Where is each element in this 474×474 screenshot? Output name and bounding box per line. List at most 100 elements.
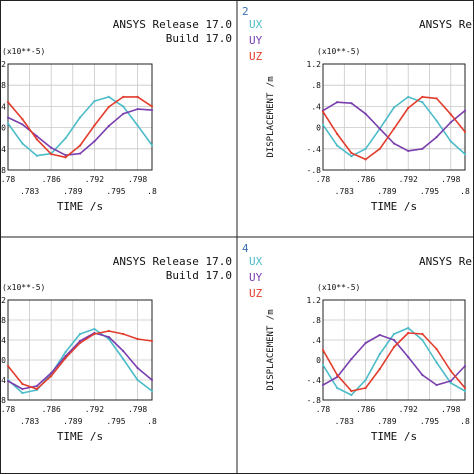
panel-2-xtick-label: .789: [377, 187, 396, 196]
panel-1-xtick-label: .798: [128, 175, 147, 184]
panel-3-series-ux-point: [150, 389, 154, 393]
panel-1-series-uy-point: [50, 146, 53, 149]
panel-3-series-uy-point: [136, 366, 139, 370]
panel-3-series-uy-point: [50, 371, 53, 375]
panel-4-xtick-label: .789: [377, 417, 396, 426]
panel-3-ytick-label: .8: [0, 316, 6, 325]
panel-1-series-ux-point: [107, 95, 110, 98]
panel-2-series-uz-point: [350, 151, 353, 155]
panel-2-series-uy-point: [435, 136, 438, 139]
panel-2-series-ux-point: [449, 140, 452, 143]
panel-2-series-ux-point: [421, 101, 424, 104]
panel-2-xtick-label: .795: [420, 187, 439, 196]
panel-3-series-uz-point: [78, 341, 82, 345]
panel-1-series-ux-point: [122, 105, 125, 108]
panel-3-ytick-label: -.4: [0, 376, 6, 385]
panel-1-xtick-label: .786: [42, 175, 61, 184]
panel-4-xtick-label: .78: [316, 405, 331, 414]
panel-4-series-ux-point: [435, 361, 438, 364]
panel-2-xtick-label: .78: [316, 175, 331, 184]
panel-4-series-ux-point: [378, 352, 381, 356]
panel-4-series-uy-point: [449, 379, 452, 383]
panel-2-xtick-label: .8: [460, 187, 470, 196]
panel-2-ytick-label: 0: [316, 124, 321, 133]
panel-2-series-uz-point: [321, 110, 325, 113]
panel-1-series-uz-point: [78, 144, 82, 147]
panel-4-series-uy-point: [435, 383, 438, 387]
panel-1-series-uz-point: [136, 95, 139, 98]
panel-4-xtick-label: .795: [420, 417, 439, 426]
panel-3-series-uz-point: [35, 387, 38, 391]
panel-2-ytick-label: -.8: [307, 166, 322, 175]
panel-4-series-uz-point: [449, 369, 452, 373]
panel-2-number: 2: [242, 5, 249, 18]
panel-4-series-ux-point: [449, 381, 452, 385]
panel-3-xtick-label: .78: [1, 405, 16, 414]
panel-3-series-uz-point: [64, 356, 67, 360]
panel-3-scale-label: (x10**-5): [2, 283, 45, 292]
panel-2-series-uy-point: [378, 127, 381, 130]
panel-2-ytick-label: 1.2: [307, 60, 322, 69]
panel-4-series-uz-point: [336, 373, 339, 377]
panel-4-series-ux-point: [350, 393, 353, 397]
panel-2-series-uy-point: [449, 121, 452, 124]
panel-4-series-uz-point: [392, 345, 396, 349]
panel-3-series-uy-point: [150, 378, 154, 382]
panel-4-series-uy-point: [364, 341, 367, 345]
panel-3-series-uz-point: [107, 329, 110, 333]
panel-4-series-uy-point: [421, 373, 424, 377]
panel-3-xtick-label: .789: [63, 417, 82, 426]
panel-2-legend-ux: UX: [249, 18, 263, 31]
panel-2-ytick-label: -.4: [307, 145, 322, 154]
panel-1-ytick-label: .4: [0, 102, 6, 111]
panel-3-series-uy-point: [21, 387, 24, 391]
panel-4-ytick-label: -.8: [307, 396, 322, 405]
panel-3-series-ux-point: [136, 378, 139, 382]
panel-4-ytick-label: -.4: [307, 376, 322, 385]
panel-1-xtick-label: .789: [63, 187, 82, 196]
panel-4-series-ux-point: [421, 338, 424, 342]
panel-1-series-ux-point: [21, 142, 24, 145]
panel-2-series-uy-point: [364, 112, 367, 115]
panel-4-series-uz-point: [378, 367, 381, 371]
panel-4-series-uz-point: [364, 386, 367, 390]
panel-4-series-uy-point: [392, 338, 396, 342]
panel-3-series-uz-point: [122, 332, 125, 336]
panel-3-xlabel: TIME /s: [57, 430, 103, 443]
panel-1-series-ux-point: [93, 100, 96, 103]
panel-3-series-ux-point: [122, 357, 125, 361]
panel-2-series-ux-point: [392, 106, 396, 109]
panel-3-series-ux-point: [21, 391, 24, 395]
panel-2-series-ux-point: [463, 153, 467, 156]
panel-2-xtick-label: .798: [441, 175, 460, 184]
panel-4-series-ux-point: [321, 363, 325, 367]
panel-1-series-uz-point: [122, 95, 125, 98]
panel-3-ytick-label: 0: [1, 356, 6, 365]
panel-2-series-uz-point: [364, 158, 367, 161]
panel-1-ytick-label: -.4: [0, 145, 6, 154]
panel-1-ytick-label: 1.2: [0, 60, 6, 69]
panel-4-series-uz-point: [321, 348, 325, 352]
panel-1-series-uy-point: [21, 123, 24, 126]
panel-1-ytick-label: .8: [0, 81, 6, 90]
panel-4-series-uz-point: [421, 332, 424, 336]
panel-2-xtick-label: .786: [356, 175, 375, 184]
panel-1-series-ux-point: [6, 122, 10, 125]
panel-4-series-uy-point: [407, 355, 410, 359]
panel-3-series-uz-point: [150, 339, 154, 343]
panel-3-xtick-label: .795: [106, 417, 125, 426]
panel-3-series-uy-point: [6, 379, 10, 383]
panel-4-series-uy-point: [350, 357, 353, 361]
panel-3-series-uz-point: [21, 382, 24, 386]
panel-4-release-label: ANSYS Rel: [419, 255, 474, 268]
panel-2-series-uz-point: [449, 113, 452, 116]
panel-4-series-uy-point: [463, 364, 467, 368]
panel-2-series-uz-point: [336, 132, 339, 136]
panel-3-plot-frame: [7, 299, 153, 401]
panel-1-series-uz-point: [107, 105, 110, 109]
panel-4-xlabel: TIME /s: [371, 430, 417, 443]
panel-2-series-uz-point: [421, 95, 424, 98]
panel-4-xtick-label: .8: [460, 417, 470, 426]
panel-1-series-uy-point: [136, 107, 139, 111]
panel-3-ytick-label: -.8: [0, 396, 6, 405]
